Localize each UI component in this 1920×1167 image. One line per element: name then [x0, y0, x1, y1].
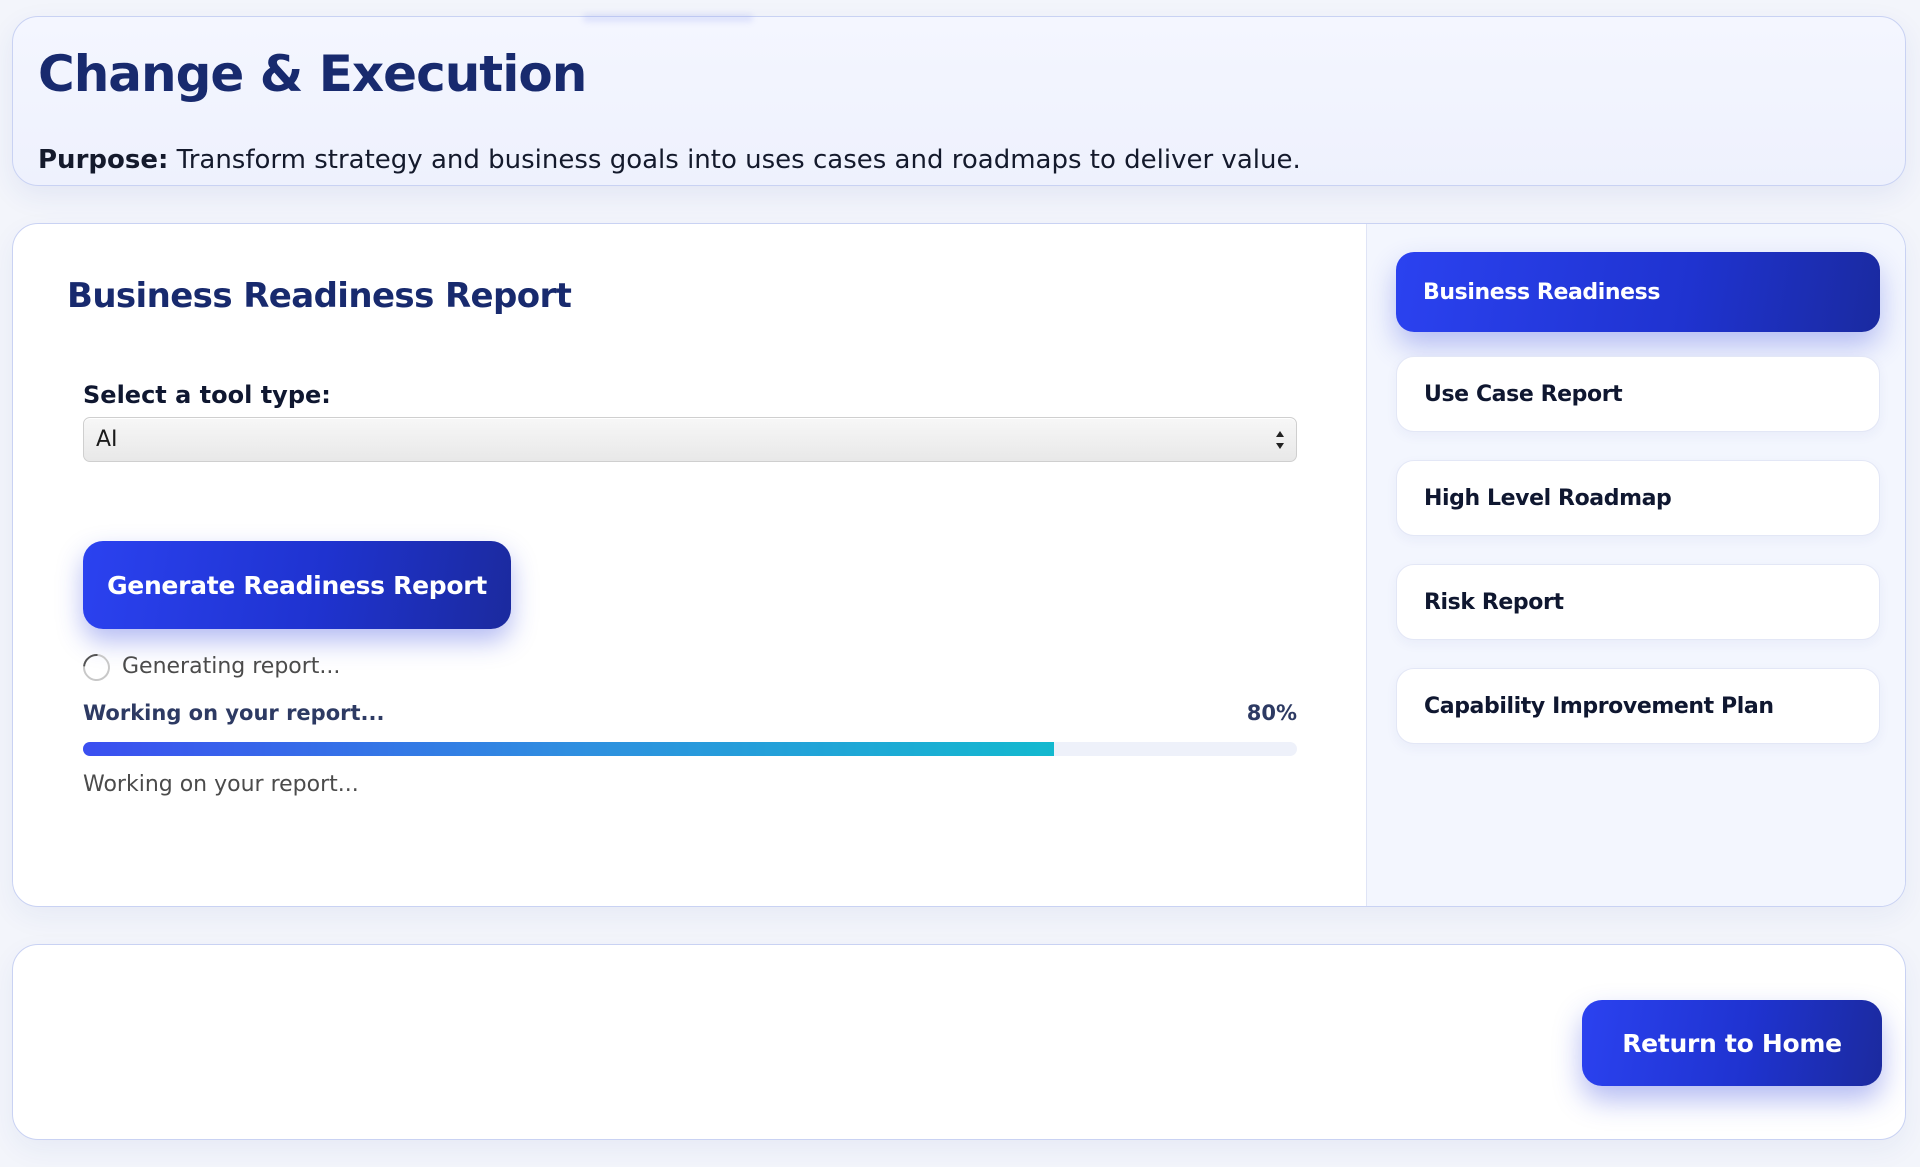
- nav-item-capability-improvement-plan[interactable]: Capability Improvement Plan: [1396, 668, 1880, 744]
- page-title: Change & Execution: [38, 45, 587, 103]
- progress-label: Working on your report...: [83, 701, 385, 725]
- progress-bar: [83, 742, 1297, 756]
- purpose-label: Purpose:: [38, 145, 169, 175]
- progress-percent: 80%: [1246, 701, 1297, 725]
- header-card: Change & Execution Purpose: Transform st…: [12, 14, 1906, 186]
- select-arrows-icon: [1276, 431, 1284, 449]
- tool-type-select-value: AI: [96, 427, 118, 452]
- section-title: Business Readiness Report: [67, 276, 572, 316]
- footer-card: Return to Home: [12, 944, 1906, 1140]
- main-card: Business Readiness Report Select a tool …: [12, 223, 1906, 907]
- nav-item-risk-report[interactable]: Risk Report: [1396, 564, 1880, 640]
- loading-spinner-icon: [77, 648, 116, 687]
- tool-type-label: Select a tool type:: [83, 381, 331, 409]
- nav-item-business-readiness[interactable]: Business Readiness: [1396, 252, 1880, 332]
- nav-item-use-case-report[interactable]: Use Case Report: [1396, 356, 1880, 432]
- progress-note: Working on your report...: [83, 772, 359, 797]
- nav-item-high-level-roadmap[interactable]: High Level Roadmap: [1396, 460, 1880, 536]
- progress-bar-fill: [83, 742, 1055, 756]
- status-text: Generating report...: [122, 654, 341, 679]
- purpose-text: Transform strategy and business goals in…: [176, 145, 1301, 175]
- tool-type-select[interactable]: AI: [83, 417, 1297, 462]
- generate-report-button[interactable]: Generate Readiness Report: [83, 541, 511, 629]
- decorative-glow: [583, 14, 753, 22]
- sidebar-nav: Business Readiness Use Case Report High …: [1366, 224, 1905, 906]
- purpose-line: Purpose: Transform strategy and business…: [38, 145, 1301, 175]
- report-panel: Business Readiness Report Select a tool …: [13, 224, 1366, 906]
- return-home-button[interactable]: Return to Home: [1582, 1000, 1882, 1086]
